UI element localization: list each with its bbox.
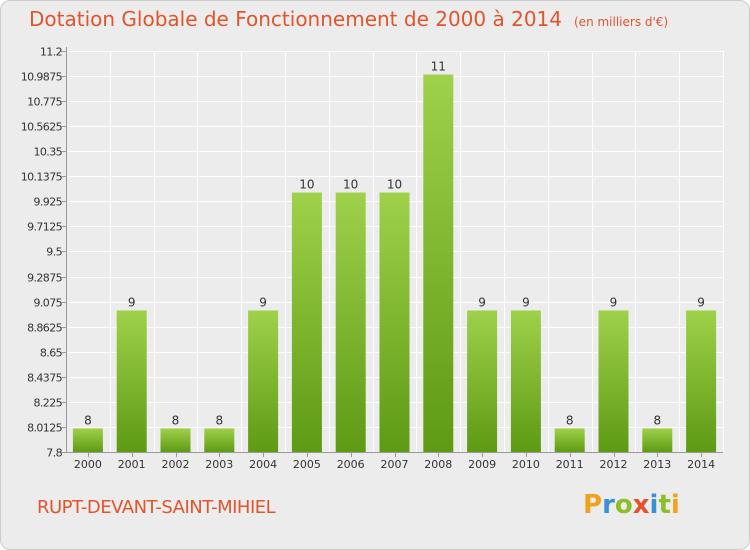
y-tick-label: 7.8 — [46, 447, 62, 460]
data-label: 8 — [653, 413, 661, 427]
data-label: 10 — [343, 178, 358, 192]
logo-letter: x — [632, 490, 650, 520]
data-label: 8 — [84, 413, 92, 427]
y-tick-label: 9.7125 — [27, 221, 62, 234]
x-tick-label: 2013 — [643, 458, 671, 471]
y-tick-label: 9.925 — [34, 196, 63, 209]
bar-2000 — [72, 428, 103, 452]
data-label: 9 — [522, 295, 530, 309]
x-tick-label: 2000 — [74, 458, 102, 471]
logo-letter: i — [649, 490, 659, 520]
y-tick-label: 10.5625 — [21, 121, 63, 134]
bar-2010 — [510, 310, 541, 452]
y-tick-label: 8.4375 — [27, 372, 62, 385]
x-tick-label: 2004 — [249, 458, 277, 471]
commune-name: RUPT-DEVANT-SAINT-MIHIEL — [37, 497, 276, 518]
data-label: 8 — [172, 413, 180, 427]
bar-2008 — [423, 74, 454, 453]
data-label: 9 — [610, 295, 618, 309]
data-label: 9 — [128, 295, 136, 309]
y-tick-label: 9.2875 — [27, 272, 62, 285]
logo-letter: i — [670, 490, 680, 520]
chart-title: Dotation Globale de Fonctionnement de 20… — [29, 7, 668, 31]
chart-title-text: Dotation Globale de Fonctionnement de 20… — [29, 7, 562, 31]
y-tick-label: 10.775 — [27, 96, 62, 109]
data-label: 11 — [431, 60, 446, 74]
y-tick-label: 10.1375 — [21, 171, 63, 184]
data-label: 9 — [478, 295, 486, 309]
x-tick-label: 2002 — [162, 458, 190, 471]
x-tick-label: 2011 — [556, 458, 584, 471]
logo-letter: t — [658, 490, 671, 520]
logo-letter: P — [583, 490, 603, 520]
x-tick-label: 2009 — [468, 458, 496, 471]
x-tick-label: 2012 — [600, 458, 628, 471]
bar-2012 — [598, 310, 629, 452]
bar-2001 — [116, 310, 147, 452]
x-tick-label: 2007 — [381, 458, 409, 471]
y-tick-label: 9.5 — [46, 246, 62, 259]
data-label: 8 — [215, 413, 223, 427]
bar-2009 — [467, 310, 498, 452]
bar-2003 — [204, 428, 235, 452]
y-tick-label: 8.225 — [34, 397, 63, 410]
data-label: 10 — [299, 178, 314, 192]
y-tick-label: 10.35 — [34, 146, 63, 159]
bar-2002 — [160, 428, 191, 452]
x-tick-label: 2006 — [337, 458, 365, 471]
x-tick-label: 2003 — [205, 458, 233, 471]
x-tick-label: 2005 — [293, 458, 321, 471]
y-tick-label: 10.9875 — [21, 71, 63, 84]
bar-2005 — [291, 192, 322, 452]
data-label: 9 — [259, 295, 267, 309]
y-tick-label: 11.2 — [40, 46, 62, 59]
y-tick-label: 9.075 — [34, 297, 63, 310]
logo-letter: r — [602, 490, 615, 520]
x-tick-label: 2010 — [512, 458, 540, 471]
bar-2013 — [642, 428, 673, 452]
proxiti-logo[interactable]: Proxiti — [583, 490, 680, 520]
data-label: 9 — [697, 295, 705, 309]
bar-2007 — [379, 192, 410, 452]
y-tick-label: 8.65 — [40, 347, 63, 360]
y-tick-label: 8.8625 — [27, 322, 62, 335]
chart-subtitle: (en milliers d'€) — [574, 15, 669, 29]
data-label: 10 — [387, 178, 402, 192]
x-tick-label: 2001 — [118, 458, 146, 471]
bar-2004 — [248, 310, 279, 452]
bar-2014 — [686, 310, 717, 452]
bar-2011 — [554, 428, 585, 452]
bar-2006 — [335, 192, 366, 452]
x-tick-label: 2008 — [424, 458, 452, 471]
data-label: 8 — [566, 413, 574, 427]
x-tick-label: 2014 — [687, 458, 715, 471]
logo-letter: o — [614, 490, 633, 520]
y-tick-label: 8.0125 — [27, 422, 62, 435]
